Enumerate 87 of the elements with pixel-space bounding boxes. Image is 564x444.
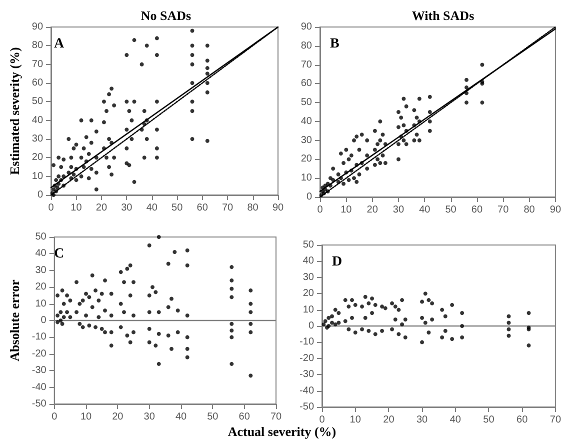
y-tick-label: 90 bbox=[300, 22, 312, 32]
y-tick-label: -40 bbox=[32, 382, 47, 393]
y-tick-label: 60 bbox=[300, 78, 312, 90]
x-tick-label: 40 bbox=[419, 204, 431, 216]
y-tick-label: 10 bbox=[300, 172, 312, 184]
x-tick-label: 70 bbox=[270, 412, 282, 422]
x-tick-label: 40 bbox=[450, 414, 462, 426]
annotation: D bbox=[332, 254, 342, 270]
x-tick-label: 70 bbox=[222, 202, 234, 214]
y-tick-label: 80 bbox=[32, 40, 44, 52]
x-tick-label: 60 bbox=[238, 412, 250, 422]
x-tick-label: 0 bbox=[319, 414, 326, 426]
x-tick-label: 20 bbox=[96, 202, 108, 214]
chart-title: No SADs bbox=[140, 8, 192, 23]
y-tick-label: -20 bbox=[32, 348, 47, 360]
y-axis-title: Absolute error bbox=[7, 279, 22, 362]
x-tick-label: 60 bbox=[471, 204, 483, 216]
x-tick-label: 10 bbox=[70, 202, 82, 214]
x-tick-label: 10 bbox=[340, 204, 352, 216]
x-tick-label: 20 bbox=[383, 414, 395, 426]
x-tick-label: 60 bbox=[196, 202, 208, 214]
y-tick-label: 10 bbox=[32, 170, 44, 182]
y-tick-label: 90 bbox=[32, 22, 44, 32]
y-tick-label: 40 bbox=[300, 116, 312, 127]
x-tick-label: 40 bbox=[175, 412, 188, 422]
y-tick-label: 40 bbox=[35, 248, 47, 260]
y-tick-label: 20 bbox=[32, 152, 44, 164]
y-axis-title: Estimated severity (%) bbox=[7, 47, 22, 175]
y-tick-label: -10 bbox=[32, 332, 47, 343]
x-tick-label: 70 bbox=[550, 414, 562, 426]
y-tick-label: 30 bbox=[300, 134, 312, 146]
x-tick-label: 80 bbox=[524, 204, 536, 216]
x-tick-label: 50 bbox=[483, 414, 495, 426]
x-tick-label: 30 bbox=[144, 412, 156, 422]
x-tick-label: 90 bbox=[550, 204, 562, 216]
x-tick-label: 0 bbox=[52, 412, 58, 422]
x-tick-label: 70 bbox=[498, 204, 510, 216]
y-tick-label: -50 bbox=[32, 398, 47, 410]
x-axis-title: Actual severity (%) bbox=[226, 424, 338, 440]
x-tick-label: 20 bbox=[366, 204, 378, 216]
y-tick-label: -10 bbox=[300, 336, 314, 348]
y-tick-label: 10 bbox=[35, 298, 47, 310]
y-tick-label: 30 bbox=[302, 272, 314, 283]
x-tick-label: 10 bbox=[80, 412, 92, 422]
x-tick-label: 90 bbox=[272, 202, 284, 214]
y-tick-label: -30 bbox=[32, 365, 47, 376]
y-tick-label: 0 bbox=[37, 190, 44, 200]
x-tick-label: 0 bbox=[48, 202, 54, 214]
y-tick-label: -50 bbox=[300, 402, 314, 412]
y-tick-label: 0 bbox=[40, 315, 47, 326]
y-tick-label: -40 bbox=[300, 385, 314, 396]
x-tick-label: 50 bbox=[172, 202, 184, 214]
y-tick-label: 50 bbox=[32, 96, 44, 108]
y-tick-label: 40 bbox=[32, 114, 44, 126]
y-tick-label: -20 bbox=[300, 352, 314, 364]
x-tick-label: 20 bbox=[112, 412, 124, 422]
x-tick-label: 0 bbox=[317, 204, 324, 216]
x-tick-label: 30 bbox=[392, 204, 404, 216]
y-tick-label: -30 bbox=[300, 369, 314, 380]
y-tick-label: 10 bbox=[302, 304, 314, 316]
y-tick-label: 30 bbox=[35, 264, 47, 276]
x-tick-label: 50 bbox=[207, 412, 219, 422]
y-tick-label: 70 bbox=[32, 58, 44, 70]
y-tick-label: 40 bbox=[302, 256, 314, 267]
x-tick-label: 30 bbox=[121, 202, 133, 214]
annotation: B bbox=[330, 36, 340, 52]
x-tick-label: 80 bbox=[247, 202, 259, 214]
x-tick-label: 10 bbox=[350, 414, 362, 426]
y-tick-label: 0 bbox=[308, 320, 314, 332]
y-tick-label: 20 bbox=[302, 288, 314, 300]
x-tick-label: 50 bbox=[445, 204, 457, 216]
y-tick-label: 50 bbox=[302, 240, 314, 250]
y-tick-label: 80 bbox=[300, 40, 312, 52]
annotation: C bbox=[54, 246, 64, 262]
y-tick-label: 50 bbox=[35, 232, 47, 242]
y-tick-label: 20 bbox=[300, 154, 312, 165]
y-tick-label: 50 bbox=[300, 97, 312, 108]
y-tick-label: 70 bbox=[300, 59, 312, 70]
y-tick-label: 60 bbox=[32, 78, 44, 88]
x-tick-label: 40 bbox=[146, 202, 158, 214]
annotation: A bbox=[54, 36, 65, 52]
y-tick-label: 0 bbox=[306, 192, 312, 202]
x-tick-label: 60 bbox=[516, 414, 528, 426]
y-tick-label: 20 bbox=[35, 282, 47, 293]
chart-title: With SADs bbox=[412, 8, 474, 23]
x-tick-label: 30 bbox=[416, 414, 428, 426]
y-tick-label: 30 bbox=[32, 134, 44, 144]
